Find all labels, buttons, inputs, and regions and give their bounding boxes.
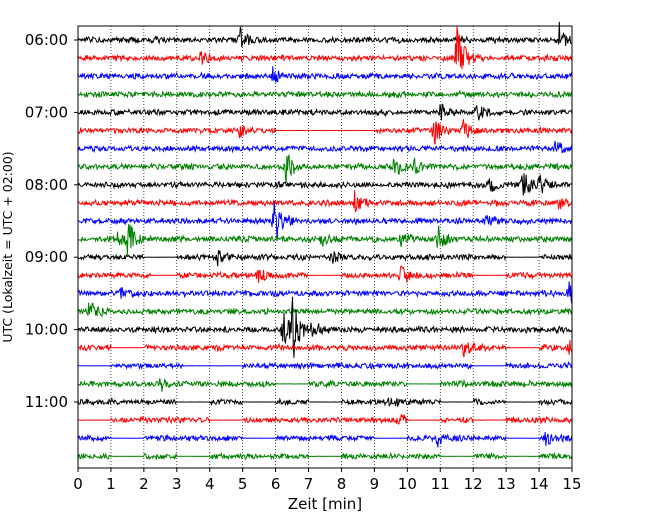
x-tick-label-11: 11 [431,475,450,493]
x-axis-ticks: 0 1 2 3 4 5 6 7 8 9 10 11 12 13 14 15 [73,468,582,493]
x-tick-label-3: 3 [172,475,182,493]
trace-0815 [77,189,573,213]
x-tick-label-8: 8 [337,475,347,493]
x-tick-label-0: 0 [73,475,83,493]
y-axis-label: UTC (Lokalzeit = UTC + 02:00) [0,151,15,342]
y-tick-label-1: 07:00 [25,103,68,121]
x-tick-label-6: 6 [271,475,281,493]
traces [77,21,573,461]
trace-0845 [77,223,573,256]
trace-1030 [77,361,573,371]
trace-0945 [77,302,573,318]
trace-0730 [77,140,573,154]
x-tick-label-7: 7 [304,475,314,493]
trace-1130 [77,431,573,448]
x-tick-label-13: 13 [497,475,516,493]
x-tick-label-9: 9 [370,475,380,493]
y-tick-label-0: 06:00 [25,31,68,49]
trace-0700 [77,103,573,121]
y-axis-ticks: 06:00 07:00 08:00 09:00 10:00 11:00 [25,31,78,411]
x-tick-label-4: 4 [205,475,215,493]
trace-1100 [77,396,573,408]
trace-1015 [77,340,573,358]
trace-0900 [77,250,573,267]
trace-0600 [77,21,573,48]
trace-1145 [77,451,573,461]
trace-0830 [77,201,573,242]
y-tick-label-3: 09:00 [25,248,68,266]
x-tick-label-1: 1 [106,475,116,493]
trace-0715 [77,119,573,145]
trace-1000 [77,296,573,358]
x-tick-label-2: 2 [139,475,149,493]
trace-0645 [77,89,573,99]
trace-0745 [77,153,573,184]
trace-0615 [77,26,573,70]
y-tick-label-5: 11:00 [25,393,68,411]
trace-1045 [77,378,573,392]
x-tick-label-12: 12 [464,475,483,493]
x-tick-label-14: 14 [530,475,549,493]
trace-0630 [77,66,573,83]
y-tick-label-4: 10:00 [25,321,68,339]
plot-frame [77,25,573,469]
y-tick-label-2: 08:00 [25,176,68,194]
trace-0915 [77,265,573,283]
trace-0800 [77,173,573,196]
trace-1115 [77,413,573,425]
x-tick-label-5: 5 [238,475,248,493]
trace-0930 [77,281,573,305]
x-tick-label-10: 10 [398,475,417,493]
x-tick-label-15: 15 [562,475,581,493]
x-axis-label: Zeit [min] [288,495,362,513]
